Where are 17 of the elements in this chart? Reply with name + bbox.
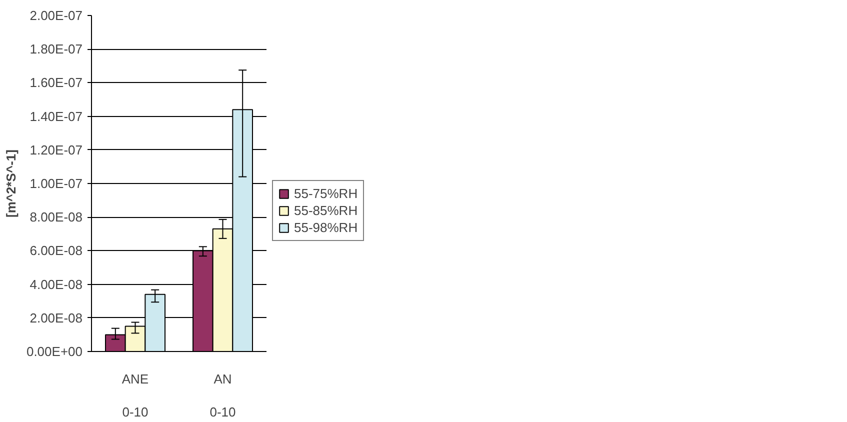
y-tick-label: 1.20E-07: [30, 142, 83, 158]
y-tick-label: 2.00E-07: [30, 8, 83, 23]
y-tick-label: 1.60E-07: [30, 75, 83, 90]
y-axis-title: [m^2*S^-1]: [3, 150, 18, 218]
legend-label: 55-98%RH: [294, 220, 358, 235]
y-tick-label: 1.00E-07: [30, 176, 83, 191]
y-tick-label: 8.00E-08: [30, 210, 83, 225]
legend-label: 55-75%RH: [294, 186, 358, 201]
legend-label: 55-85%RH: [294, 203, 358, 218]
category-label: AN 0-10: [210, 372, 236, 420]
y-tick-label: 2.00E-08: [30, 310, 83, 326]
y-tick-label: 1.40E-07: [30, 108, 83, 124]
y-tick-label: 0.00E+00: [26, 344, 83, 359]
category-label: ANE 0-10: [122, 372, 149, 420]
y-tick-label: 1.80E-07: [30, 42, 83, 57]
y-tick-label: 4.00E-08: [30, 276, 83, 292]
y-tick-label: 6.00E-08: [30, 243, 83, 258]
